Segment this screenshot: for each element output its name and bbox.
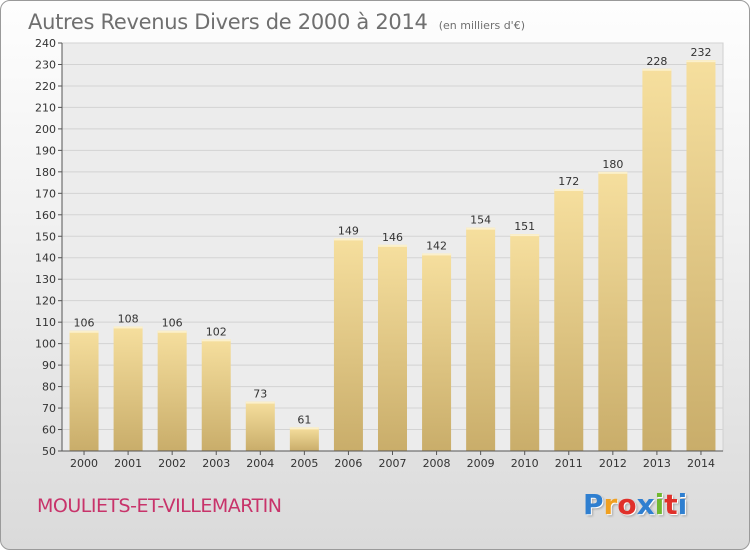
value-label-2004: 73 — [253, 388, 267, 401]
y-tick-label-140: 140 — [35, 252, 56, 265]
value-label-2009: 154 — [470, 214, 491, 227]
bar-2008 — [422, 253, 452, 451]
value-labels: 106 108 106 102 73 61 149 146 142 154 151 172 180 228… — [74, 46, 712, 426]
x-axis: 2000 2001 2002 2003 2004 2005 2006 2007 2008 2009… — [62, 450, 723, 470]
chart-title: Autres Revenus Divers de 2000 à 2014 — [28, 10, 428, 34]
value-label-2013: 228 — [646, 55, 667, 68]
logo-letter: P — [583, 488, 604, 521]
y-tick-label-240: 240 — [35, 37, 56, 50]
bar-2004 — [245, 401, 275, 451]
y-tick-label-180: 180 — [35, 166, 56, 179]
bar-top-highlight-2002 — [157, 330, 187, 333]
value-label-2003: 102 — [206, 325, 227, 338]
bar-top-highlight-2001 — [113, 326, 143, 329]
x-tick-label-2007: 2007 — [379, 457, 407, 470]
logo-letter: r — [603, 488, 618, 521]
proxiti-logo: Proxiti — [583, 488, 687, 521]
bar-2005 — [289, 427, 319, 451]
x-tick-label-2011: 2011 — [555, 457, 583, 470]
y-tick-label-170: 170 — [35, 187, 56, 200]
y-tick-label-230: 230 — [35, 58, 56, 71]
y-tick-label-120: 120 — [35, 295, 56, 308]
x-tick-label-2003: 2003 — [202, 457, 230, 470]
bar-top-highlight-2005 — [289, 427, 319, 430]
bar-2011 — [554, 189, 584, 451]
y-tick-label-110: 110 — [35, 316, 56, 329]
y-tick-label-210: 210 — [35, 101, 56, 114]
x-tick-label-2012: 2012 — [599, 457, 627, 470]
value-label-2000: 106 — [74, 317, 95, 330]
bar-2006 — [333, 238, 363, 451]
bars — [69, 60, 716, 451]
bar-2003 — [201, 339, 231, 451]
x-tick-label-2005: 2005 — [290, 457, 318, 470]
bar-2010 — [510, 234, 540, 451]
commune-name: MOULIETS-ET-VILLEMARTIN — [37, 495, 282, 517]
bar-top-highlight-2013 — [642, 68, 672, 71]
x-tick-label-2013: 2013 — [643, 457, 671, 470]
bar-top-highlight-2000 — [69, 330, 99, 333]
bar-top-highlight-2009 — [466, 227, 496, 230]
y-tick-label-150: 150 — [35, 230, 56, 243]
y-tick-label-60: 60 — [42, 424, 56, 437]
logo-letter: t — [664, 488, 678, 521]
y-tick-label-220: 220 — [35, 80, 56, 93]
x-tick-label-2001: 2001 — [114, 457, 142, 470]
y-tick-label-200: 200 — [35, 123, 56, 136]
bar-2013 — [642, 68, 672, 451]
x-tick-label-2004: 2004 — [246, 457, 274, 470]
y-tick-label-80: 80 — [42, 381, 56, 394]
y-tick-label-70: 70 — [42, 402, 56, 415]
y-tick-label-90: 90 — [42, 359, 56, 372]
bar-2002 — [157, 330, 187, 451]
bar-top-highlight-2011 — [554, 189, 584, 192]
bar-top-highlight-2004 — [245, 401, 275, 404]
y-tick-label-50: 50 — [42, 445, 56, 458]
x-tick-label-2006: 2006 — [334, 457, 362, 470]
x-tick-label-2010: 2010 — [511, 457, 539, 470]
y-tick-label-160: 160 — [35, 209, 56, 222]
y-axis: 50 60 70 80 90 100 110 120 130 140 150 160 170 180 190… — [35, 37, 63, 458]
bar-2000 — [69, 330, 99, 451]
value-label-2008: 142 — [426, 239, 447, 252]
bar-top-highlight-2007 — [378, 244, 407, 247]
logo-letter: x — [636, 488, 655, 521]
y-tick-label-100: 100 — [35, 338, 56, 351]
chart-subtitle: (en milliers d'€) — [438, 19, 525, 32]
logo-letter: i — [677, 488, 688, 521]
bar-top-highlight-2010 — [510, 234, 540, 237]
logo-letter: i — [654, 488, 665, 521]
value-label-2007: 146 — [382, 231, 403, 244]
value-label-2014: 232 — [690, 46, 711, 59]
bar-2001 — [113, 326, 143, 451]
bar-top-highlight-2003 — [201, 339, 231, 342]
value-label-2005: 61 — [297, 413, 311, 426]
bar-2009 — [466, 227, 496, 451]
bar-top-highlight-2014 — [686, 60, 716, 63]
y-tick-label-190: 190 — [35, 144, 56, 157]
x-tick-label-2008: 2008 — [423, 457, 451, 470]
y-tick-label-130: 130 — [35, 273, 56, 286]
bar-2012 — [598, 171, 628, 451]
value-label-2001: 108 — [118, 312, 139, 325]
value-label-2006: 149 — [338, 224, 359, 237]
bar-2014 — [686, 60, 716, 451]
value-label-2002: 106 — [162, 317, 183, 330]
x-tick-label-2002: 2002 — [158, 457, 186, 470]
value-label-2012: 180 — [602, 158, 623, 171]
x-tick-label-2000: 2000 — [70, 457, 98, 470]
logo-letter: o — [617, 488, 637, 521]
bar-top-highlight-2008 — [422, 253, 452, 256]
value-label-2011: 172 — [558, 175, 579, 188]
bar-top-highlight-2012 — [598, 171, 628, 174]
x-tick-label-2009: 2009 — [467, 457, 495, 470]
value-label-2010: 151 — [514, 220, 535, 233]
x-tick-label-2014: 2014 — [687, 457, 715, 470]
title-block: Autres Revenus Divers de 2000 à 2014 (en… — [28, 10, 525, 34]
bar-top-highlight-2006 — [333, 238, 363, 241]
bar-2007 — [378, 244, 407, 451]
